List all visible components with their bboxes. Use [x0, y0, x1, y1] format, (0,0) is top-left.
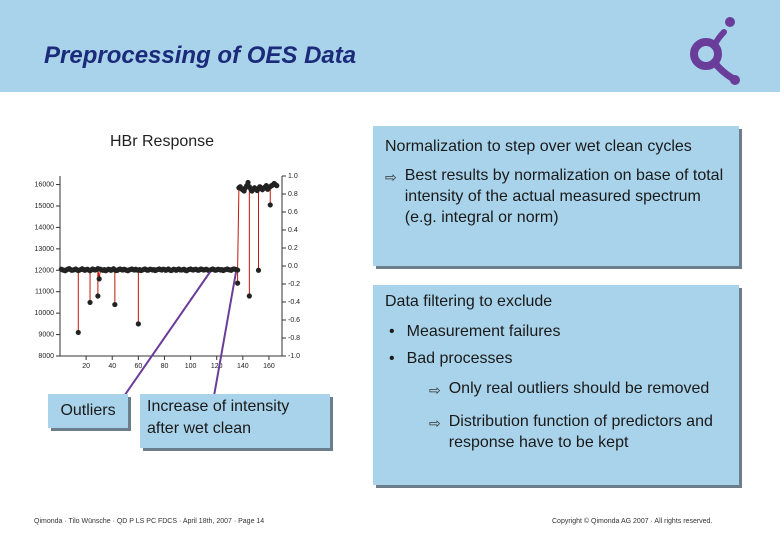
- x-tick-label: 120: [211, 363, 223, 370]
- x-tick-label: 60: [134, 363, 142, 370]
- outlier-point: [112, 301, 118, 308]
- outlier-point: [87, 299, 93, 306]
- arrow-right-icon: ⇨: [429, 415, 441, 431]
- right-tick-label: -1.0: [288, 353, 300, 360]
- filtering-box: Data filtering to exclude • Measurement …: [373, 285, 739, 485]
- bullet-text: Measurement failures: [406, 323, 561, 340]
- outlier-point: [235, 280, 241, 286]
- x-tick-label: 40: [108, 363, 116, 370]
- x-tick-label: 160: [263, 363, 275, 370]
- filtering-heading: Data filtering to exclude: [385, 293, 553, 310]
- outlier-point: [75, 329, 81, 336]
- chart-series: [58, 179, 280, 336]
- left-tick-label: 11000: [35, 289, 54, 296]
- hbr-response-chart: 16000 15000 14000 13000 12000 11000 10000 9000 8…: [35, 173, 300, 370]
- left-tick-label: 13000: [35, 246, 55, 253]
- outlier-point: [255, 267, 262, 273]
- left-tick-label: 12000: [35, 267, 55, 274]
- arrow-right-icon: ⇨: [385, 169, 397, 185]
- right-tick-label: -0.4: [288, 299, 300, 306]
- outlier-point: [246, 293, 252, 299]
- series-line: [61, 180, 278, 333]
- chart-title: HBr Response: [110, 133, 215, 150]
- outlier-point: [267, 202, 273, 208]
- data-point: [245, 179, 251, 186]
- outlier-point: [95, 293, 101, 299]
- left-tick-label: 16000: [35, 182, 55, 189]
- sub-item: ⇨ Only real outliers should be removed: [429, 378, 727, 401]
- right-tick-label: 0.0: [288, 263, 298, 270]
- outlier-point: [135, 321, 141, 327]
- right-tick-label: -0.8: [288, 335, 300, 342]
- sub-item: ⇨ Distribution function of predictors an…: [429, 411, 727, 453]
- x-tick-label: 20: [82, 363, 90, 370]
- normalization-item: ⇨ Best results by normalization on base …: [385, 165, 727, 228]
- chart-axes: [59, 176, 283, 357]
- outliers-callout: Outliers: [48, 394, 128, 428]
- bullet-item: • Bad processes: [389, 350, 727, 368]
- left-tick-label: 9000: [38, 332, 54, 339]
- x-tick-label: 140: [237, 363, 249, 370]
- left-tick-label: 8000: [38, 353, 54, 360]
- left-tick-label: 10000: [35, 310, 55, 317]
- right-tick-label: 1.0: [288, 173, 298, 180]
- footer-right: Copyright © Qimonda AG 2007 · All rights…: [552, 518, 713, 525]
- arrow-right-icon: ⇨: [429, 382, 441, 398]
- left-tick-label: 14000: [35, 224, 55, 231]
- bullet-text: Bad processes: [406, 350, 513, 367]
- bullet-icon: •: [389, 350, 395, 367]
- right-tick-label: 0.2: [288, 245, 298, 252]
- left-tick-label: 15000: [35, 203, 55, 210]
- page-title: Preprocessing of OES Data: [44, 42, 357, 69]
- x-tick-label: 100: [185, 363, 197, 370]
- right-tick-label: 0.4: [288, 227, 298, 234]
- sub-item-text: Distribution function of predictors and …: [448, 413, 713, 451]
- data-point: [96, 276, 102, 282]
- right-tick-label: -0.6: [288, 317, 300, 324]
- data-point: [235, 267, 241, 273]
- sub-item-text: Only real outliers should be removed: [448, 380, 710, 397]
- bullet-item: • Measurement failures: [389, 323, 727, 341]
- footer-left: Qimonda · Tilo Wünsche · QD P LS PC FDCS…: [34, 518, 265, 525]
- x-tick-label: 80: [161, 363, 169, 370]
- header-bar: [0, 0, 780, 92]
- increase-callout: Increase of intensity after wet clean: [140, 394, 330, 448]
- data-point: [274, 183, 280, 189]
- normalization-item-text: Best results by normalization on base of…: [404, 167, 724, 226]
- right-tick-label: -0.2: [288, 281, 300, 288]
- right-tick-label: 0.8: [288, 191, 298, 198]
- qimonda-logo-icon: [690, 17, 740, 85]
- normalization-box: Normalization to step over wet clean cyc…: [373, 126, 739, 266]
- bullet-icon: •: [389, 323, 395, 340]
- normalization-heading: Normalization to step over wet clean cyc…: [385, 138, 692, 155]
- right-tick-label: 0.6: [288, 209, 298, 216]
